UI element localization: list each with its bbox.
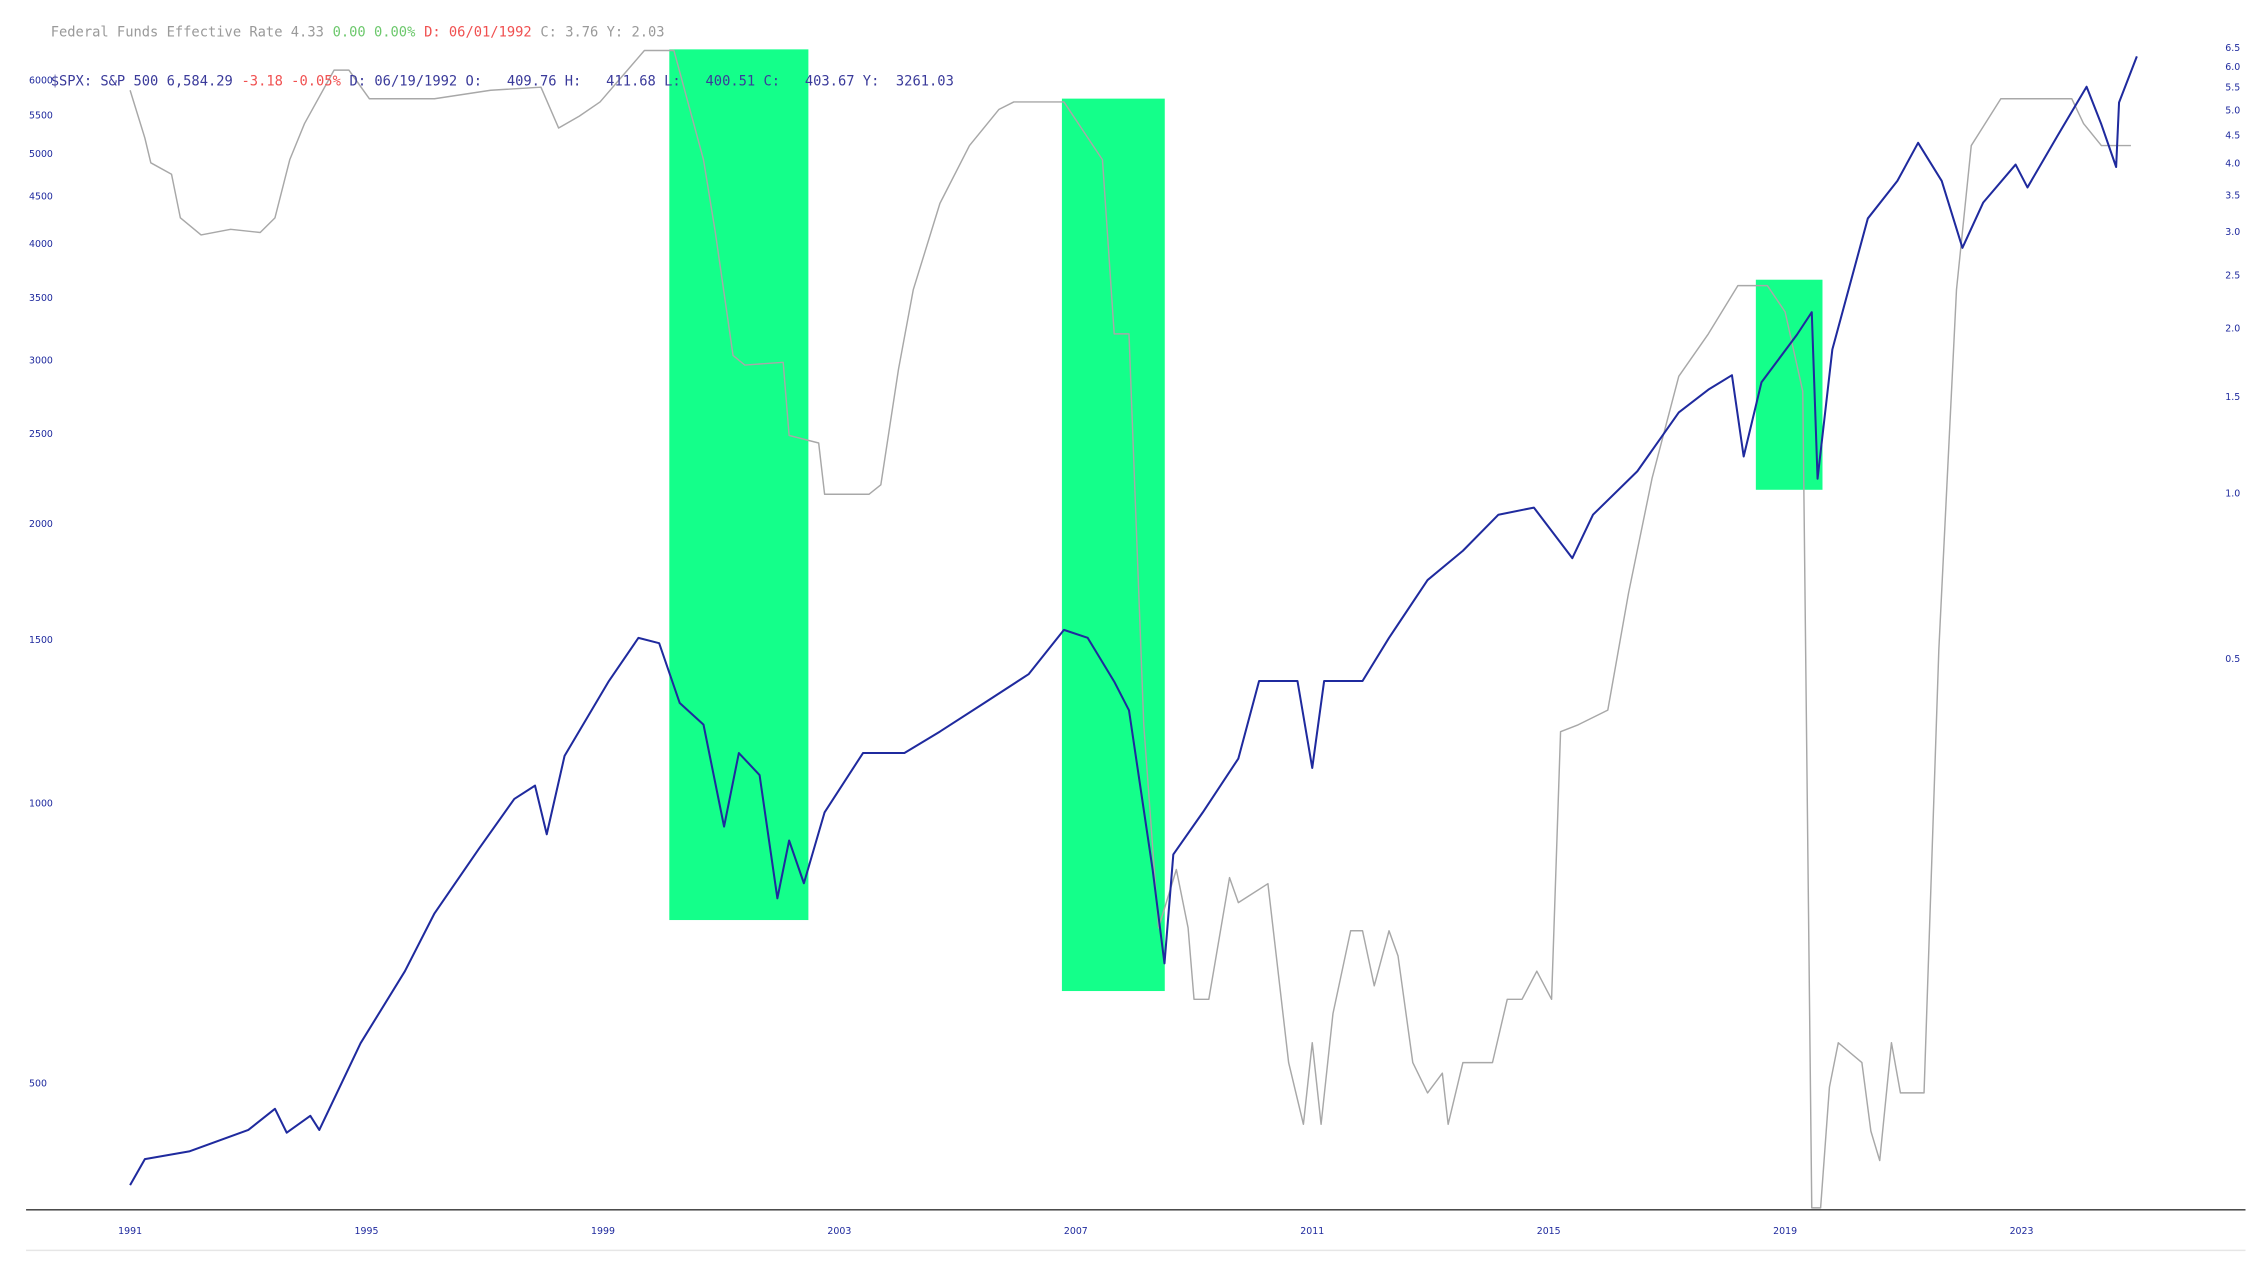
y2-tick-label: 5.0 — [2225, 105, 2240, 116]
y2-tick-label: 0.5 — [2225, 654, 2240, 665]
y-tick-label: 4000 — [29, 239, 53, 250]
y-tick-label: 4500 — [29, 192, 53, 203]
highlight-box — [1061, 98, 1165, 992]
info-line: Federal Funds Effective Rate 4.33 0.00 0.… — [51, 24, 665, 40]
x-tick-label: 2015 — [1537, 1226, 1561, 1237]
highlight-box — [1755, 279, 1823, 490]
rate-info: Federal Funds Effective Rate 4.33 — [51, 24, 324, 40]
y2-tick-label: 1.0 — [2225, 489, 2240, 500]
y2-tick-label: 6.5 — [2225, 43, 2240, 54]
x-tick-label: 1995 — [355, 1226, 379, 1237]
y2-tick-label: 4.0 — [2225, 158, 2240, 169]
y-tick-label: 3000 — [29, 355, 53, 366]
y-tick-label: 2000 — [29, 519, 53, 530]
rate-info: 0.00 0.00% — [333, 24, 417, 40]
rate-info: C: 3.76 Y: 2.03 — [540, 24, 664, 40]
y2-tick-label: 6.0 — [2225, 62, 2240, 73]
x-tick-label: 1999 — [591, 1226, 615, 1237]
x-tick-label: 2003 — [827, 1226, 851, 1237]
y-tick-label: 500 — [29, 1078, 47, 1089]
x-tick-label: 2019 — [1773, 1226, 1797, 1237]
y-tick-label: 6000 — [29, 76, 53, 87]
x-tick-label: 2011 — [1300, 1226, 1324, 1237]
labels: 1991 1995 1999 2003 2007 2011 2015 2019 2023 500 1… — [29, 24, 2240, 1237]
highlight-box — [669, 49, 809, 921]
y-tick-label: 1500 — [29, 635, 53, 646]
series-line — [129, 55, 2138, 1186]
y-tick-label: 1000 — [29, 799, 53, 810]
y2-tick-label: 2.5 — [2225, 270, 2240, 281]
x-tick-label: 2023 — [2010, 1226, 2034, 1237]
y2-tick-label: 3.5 — [2225, 190, 2240, 201]
x-tick-label: 1991 — [118, 1226, 142, 1237]
y-tick-label: 5000 — [29, 149, 53, 160]
rate-info: D: 06/01/1992 — [424, 24, 532, 40]
series-line — [129, 49, 2131, 1209]
y2-tick-label: 1.5 — [2225, 392, 2240, 403]
info-line: $SPX: S&P 500 6,584.29 -3.18 -0.05% D: 06/… — [51, 74, 954, 90]
y2-tick-label: 5.5 — [2225, 83, 2240, 94]
y-tick-label: 5500 — [29, 111, 53, 122]
y2-tick-label: 2.0 — [2225, 324, 2240, 335]
y2-tick-label: 4.5 — [2225, 130, 2240, 141]
y-tick-label: 2500 — [29, 429, 53, 440]
y2-tick-label: 3.0 — [2225, 227, 2240, 238]
plot — [129, 49, 2138, 1209]
spx-info: $SPX: S&P 500 6,584.29 — [51, 74, 233, 90]
x-tick-label: 2007 — [1064, 1226, 1088, 1237]
spx-info: D: 06/19/1992 O: 409.76 H: 411.68 L: 400… — [350, 74, 954, 90]
y-tick-label: 3500 — [29, 293, 53, 304]
spx-info: -3.18 -0.05% — [242, 74, 342, 90]
